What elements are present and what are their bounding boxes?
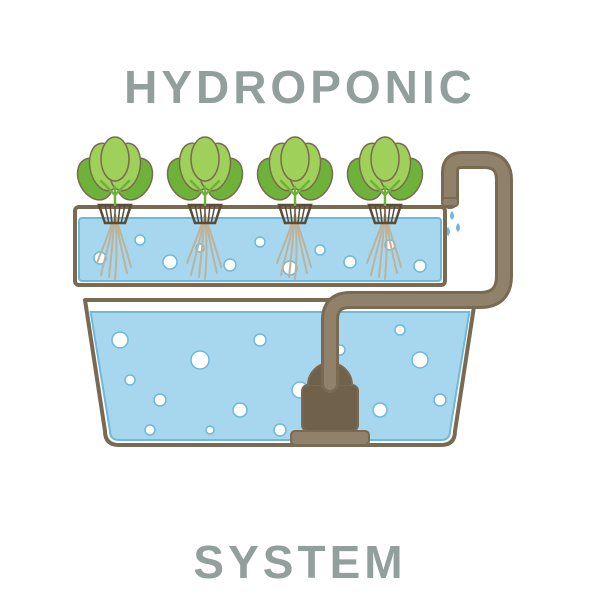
reservoir <box>85 300 475 445</box>
bubble <box>154 394 166 406</box>
title-top: HYDROPONIC <box>0 60 600 114</box>
title-bottom: SYSTEM <box>0 535 600 589</box>
bubble <box>163 255 177 269</box>
bubble <box>206 426 214 434</box>
bubble <box>434 394 446 406</box>
water-drop <box>450 211 454 220</box>
bubble <box>274 424 286 436</box>
bubble <box>254 334 266 346</box>
bubble <box>344 256 356 268</box>
bubble <box>373 403 387 417</box>
bubble <box>255 237 265 247</box>
bubble <box>395 325 405 335</box>
bubble <box>135 235 145 245</box>
bubble <box>233 403 247 417</box>
bubble <box>224 259 236 271</box>
bubble <box>412 352 428 368</box>
bubble <box>145 425 155 435</box>
bubble <box>315 245 325 255</box>
bubble <box>191 351 209 369</box>
grow-tray <box>75 207 445 285</box>
bubble <box>112 332 128 348</box>
bubble <box>125 375 135 385</box>
water-drop <box>456 223 460 232</box>
bubble <box>414 260 426 272</box>
